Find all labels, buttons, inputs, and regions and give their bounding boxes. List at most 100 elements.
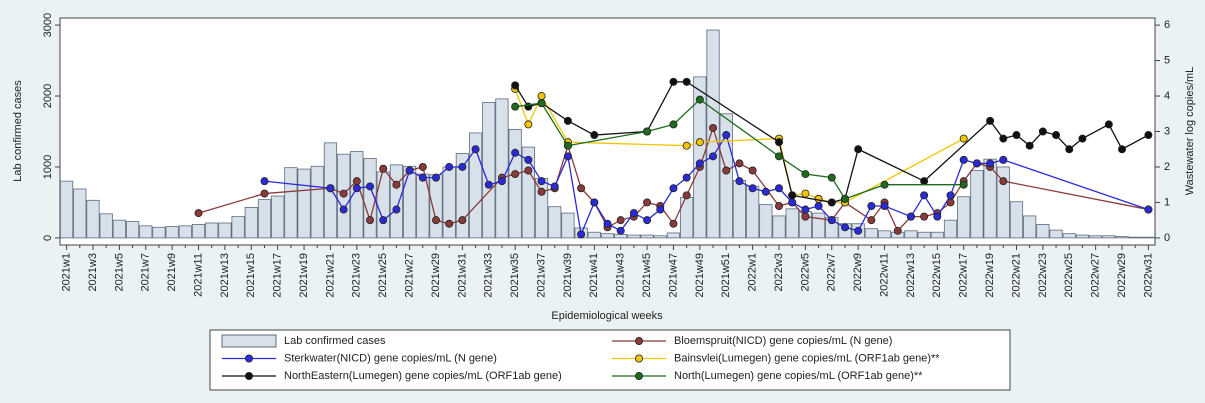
x-tick-label: 2022w11 (878, 253, 890, 297)
y2-tick-label: 5 (1164, 54, 1170, 66)
y-axis-title: Lab confirmed cases (12, 80, 24, 182)
series-marker (260, 189, 269, 198)
series-marker (801, 170, 810, 179)
bar (271, 195, 285, 239)
legend-marker (635, 354, 644, 363)
series-marker (1144, 205, 1153, 214)
series-marker (761, 187, 770, 196)
bar (587, 231, 601, 239)
series-marker (709, 152, 718, 161)
bar (693, 76, 707, 239)
legend-marker (635, 371, 644, 380)
bar (1102, 235, 1116, 239)
bar (653, 235, 667, 239)
series-marker (511, 102, 520, 111)
series-marker (458, 216, 467, 225)
series-marker (893, 226, 902, 235)
bar (548, 206, 562, 239)
x-tick-label: 2021w29 (430, 253, 442, 298)
bar (732, 180, 747, 239)
series-marker (695, 138, 704, 147)
x-tick-label: 2021w5 (113, 253, 125, 292)
y2-tick-label: 2 (1164, 161, 1170, 173)
series-marker (484, 180, 493, 189)
y-tick-label: 1000 (42, 155, 54, 179)
bar (284, 167, 298, 239)
bar (191, 224, 206, 239)
series-marker (695, 159, 704, 168)
bar (706, 29, 720, 239)
bar (482, 102, 496, 239)
bar (112, 219, 126, 239)
bar (640, 234, 654, 239)
series-marker (194, 209, 203, 218)
bar (600, 233, 615, 239)
series-marker (524, 166, 533, 175)
bar (1089, 235, 1103, 239)
x-axis-title: Epidemiological weeks (551, 310, 663, 322)
series-marker (656, 205, 665, 214)
series-marker (827, 173, 836, 182)
series-marker (682, 191, 691, 200)
bar (785, 208, 799, 239)
series-marker (629, 209, 638, 218)
bar (970, 170, 984, 239)
series-marker (682, 173, 691, 182)
series-marker (682, 77, 691, 86)
series-marker (1065, 145, 1074, 154)
bar (746, 185, 760, 239)
x-tick-label: 2021w47 (667, 253, 679, 298)
y-tick-label: 3000 (42, 13, 54, 37)
bar (904, 230, 918, 239)
series-marker (735, 177, 744, 186)
bar (996, 166, 1010, 239)
bar (1075, 234, 1090, 239)
series-marker (418, 173, 427, 182)
bar (943, 219, 958, 239)
series-marker (814, 201, 823, 210)
series-marker (933, 212, 942, 221)
series-marker (511, 170, 520, 179)
legend-label: North(Lumegen) gene copies/mL (ORF1ab ge… (674, 370, 923, 382)
x-tick-label: 2021w35 (509, 253, 521, 298)
series-marker (1144, 131, 1153, 140)
x-tick-label: 2022w7 (826, 253, 838, 292)
x-tick-label: 2021w15 (245, 253, 257, 298)
x-tick-label: 2021w19 (298, 253, 310, 298)
bar (864, 228, 878, 239)
bar (1128, 236, 1142, 239)
series-marker (722, 166, 731, 175)
series-marker (431, 216, 440, 225)
x-tick-label: 2021w25 (377, 253, 389, 298)
bar (983, 158, 997, 239)
x-tick-label: 2022w21 (1010, 253, 1022, 298)
series-marker (418, 162, 427, 171)
series-marker (867, 216, 876, 225)
y-tick-label: 0 (42, 235, 54, 241)
series-marker (326, 184, 335, 193)
bar (73, 188, 87, 239)
x-tick-label: 2021w13 (219, 253, 231, 298)
x-tick-label: 2022w29 (1116, 253, 1128, 298)
bar (86, 199, 100, 239)
x-tick-label: 2021w11 (192, 253, 204, 297)
legend-marker (635, 336, 644, 345)
series-marker (722, 131, 731, 140)
bar (139, 225, 153, 239)
bar (178, 225, 192, 239)
series-marker (986, 116, 995, 125)
legend-label: Sterkwater(NICD) gene copies/mL (N gene) (284, 352, 497, 364)
series-marker (959, 134, 968, 143)
series-marker (643, 216, 652, 225)
series-marker (695, 95, 704, 104)
bar (125, 221, 140, 239)
series-marker (524, 155, 533, 164)
legend-label: NorthEastern(Lumegen) gene copies/mL (OR… (284, 370, 562, 382)
series-marker (999, 155, 1008, 164)
x-tick-label: 2021w41 (588, 253, 600, 298)
series-marker (379, 216, 388, 225)
series-marker (946, 191, 955, 200)
x-tick-label: 2022w27 (1090, 253, 1102, 298)
bar (627, 234, 641, 239)
series-marker (537, 92, 546, 101)
